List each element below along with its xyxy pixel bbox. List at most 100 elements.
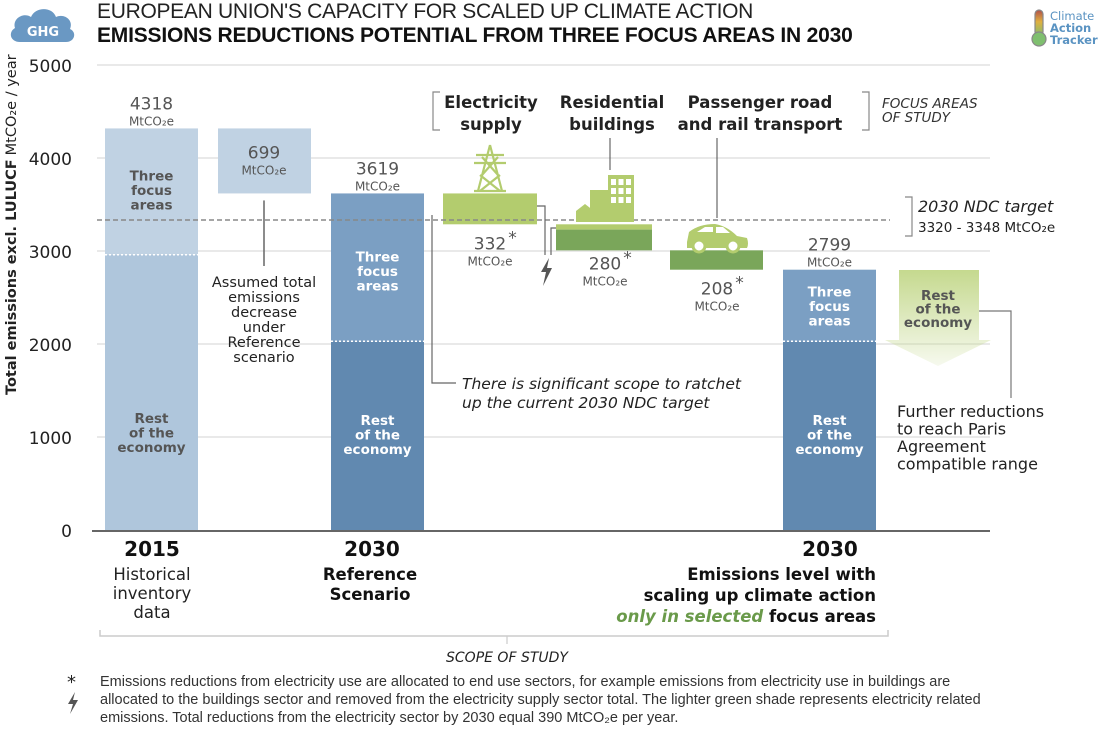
transport-value: 208 <box>701 280 733 300</box>
ref2030-top-label: areas <box>356 278 398 294</box>
ndc-target-line: 2030 NDC target 3320 - 3348 MtCO₂e <box>97 196 1055 237</box>
ref2030-bar-top <box>331 193 424 342</box>
annotations: 4318MtCO₂e3619MtCO₂e2799MtCO₂e699MtCO₂eA… <box>129 91 1044 474</box>
y-tick-label: 1000 <box>29 429 72 449</box>
buildings-connector <box>550 227 556 255</box>
x-group-year: 2015 <box>124 537 180 561</box>
thermometer-logo-icon <box>1031 9 1047 47</box>
ref2030-top-label: Three <box>356 249 400 265</box>
b2015-unit: MtCO₂e <box>129 114 174 128</box>
title-line-2: EMISSIONS REDUCTIONS POTENTIAL FROM THRE… <box>97 24 853 47</box>
decrease-annotation: Reference <box>227 335 300 351</box>
ref2030-bottom-label: Rest <box>360 413 395 429</box>
focus-areas-label: OF STUDY <box>882 110 952 126</box>
buildings-value: 280 <box>589 254 621 274</box>
ndc-bracket <box>905 196 913 237</box>
scope-bracket <box>99 630 889 637</box>
arrow-label: economy <box>904 315 972 331</box>
b2015-bottom-label: Rest <box>134 411 169 427</box>
decrease-box <box>218 128 311 194</box>
y-axis-label-unit: MtCO₂e / year <box>4 54 20 155</box>
ref2030-bar-bottom <box>331 341 424 530</box>
ndc-target-label: 2030 NDC target <box>918 197 1054 216</box>
b2015-bar-top <box>105 128 198 255</box>
electricity-bar <box>443 193 537 225</box>
ref2030-unit: MtCO₂e <box>355 179 400 193</box>
x-group-desc: inventory <box>113 584 192 603</box>
transport-unit: MtCO₂e <box>694 300 739 314</box>
ndc-annotation-leader <box>431 215 456 384</box>
scope-label: SCOPE OF STUDY <box>446 650 569 666</box>
arrow-leader <box>979 310 1012 398</box>
footnote-asterisk: * <box>67 672 76 693</box>
chart-area: 0 1000 2000 3000 4000 5000 Total emissions ex… <box>4 54 1055 666</box>
y-axis-label-bold: Total emissions excl. LULUCF <box>4 159 20 395</box>
further-reduction-arrow <box>885 270 991 366</box>
car-icon <box>687 224 748 254</box>
scaled2030-bar-bottom <box>783 341 876 530</box>
x-group-desc: Historical <box>113 565 190 584</box>
focus-bracket-left <box>432 91 440 131</box>
logo-word-2: Action <box>1050 21 1092 35</box>
ref2030-value: 3619 <box>356 159 399 179</box>
x-group-desc: Scenario <box>330 585 411 604</box>
scaled2030-bar-top <box>783 269 876 342</box>
transport-asterisk: * <box>735 274 744 294</box>
b2015-bottom-label: economy <box>117 440 185 456</box>
scaled2030-top-label: focus <box>809 299 850 315</box>
logo-text: Climate Action Tracker <box>1050 10 1098 46</box>
decrease-annotation: emissions <box>228 290 300 306</box>
arrow-label: Rest <box>921 288 956 304</box>
lightning-icon <box>541 258 552 286</box>
buildings-unit: MtCO₂e <box>582 274 627 288</box>
title-line-1: EUROPEAN UNION'S CAPACITY FOR SCALED UP … <box>97 0 754 23</box>
ref2030-top-label: focus <box>357 264 398 280</box>
y-tick-label: 4000 <box>29 150 72 170</box>
focus-areas-tail: focus areas <box>763 607 876 626</box>
arrow-annotation: to reach Paris <box>897 420 1006 439</box>
ndc-annotation: There is significant scope to ratchet <box>462 375 742 393</box>
buildings-asterisk: * <box>623 248 632 268</box>
green-emphasis: only in selected <box>616 607 763 626</box>
x-group-desc: Emissions level with <box>687 565 876 584</box>
decrease-annotation: under <box>243 320 286 336</box>
focus-area-title: supply <box>460 115 522 134</box>
decrease-annotation: Assumed total <box>212 275 316 291</box>
ref2030-bottom-label: economy <box>343 442 411 458</box>
electricity-value: 332 <box>474 234 506 254</box>
x-group-year: 2030 <box>344 537 400 561</box>
scaled2030-bottom-label: economy <box>795 442 863 458</box>
scaled2030-bottom-label: of the <box>807 428 852 444</box>
y-axis-ticks: 0 1000 2000 3000 4000 5000 <box>29 57 72 542</box>
scaled2030-top-label: areas <box>808 314 850 330</box>
focus-area-title: buildings <box>569 115 655 134</box>
logo-word-3: Tracker <box>1050 33 1098 47</box>
focus-areas-label: FOCUS AREAS <box>882 96 978 112</box>
decrease-value: 699 <box>248 143 280 163</box>
scaled2030-top-label: Three <box>808 285 852 301</box>
y-tick-label: 0 <box>61 522 72 542</box>
b2015-bottom-label: of the <box>129 426 174 442</box>
footnote-text: Emissions reductions from electricity us… <box>100 674 981 726</box>
buildings-icon <box>576 175 634 222</box>
focus-area-title: Residential <box>560 93 664 112</box>
lightning-footnote-icon <box>68 692 78 714</box>
ghg-badge-text: GHG <box>27 25 59 40</box>
electricity-unit: MtCO₂e <box>467 254 512 268</box>
x-group-year: 2030 <box>802 537 858 561</box>
y-axis-label: Total emissions excl. LULUCF MtCO₂e / yea… <box>4 54 20 395</box>
focus-area-title: and rail transport <box>678 115 843 134</box>
electricity-asterisk: * <box>508 228 517 248</box>
b2015-bar-bottom <box>105 254 198 530</box>
arrow-annotation: compatible range <box>897 455 1038 474</box>
arrow-label: of the <box>915 302 960 318</box>
focus-bracket-right <box>862 91 870 131</box>
scaled2030-bottom-label: Rest <box>812 413 847 429</box>
ndc-target-range: 3320 - 3348 MtCO₂e <box>918 220 1055 236</box>
decrease-unit: MtCO₂e <box>241 163 286 177</box>
focus-area-title: Electricity <box>444 93 538 112</box>
scaled2030-unit: MtCO₂e <box>807 256 852 270</box>
ghg-cloud-icon: GHG <box>10 9 75 42</box>
